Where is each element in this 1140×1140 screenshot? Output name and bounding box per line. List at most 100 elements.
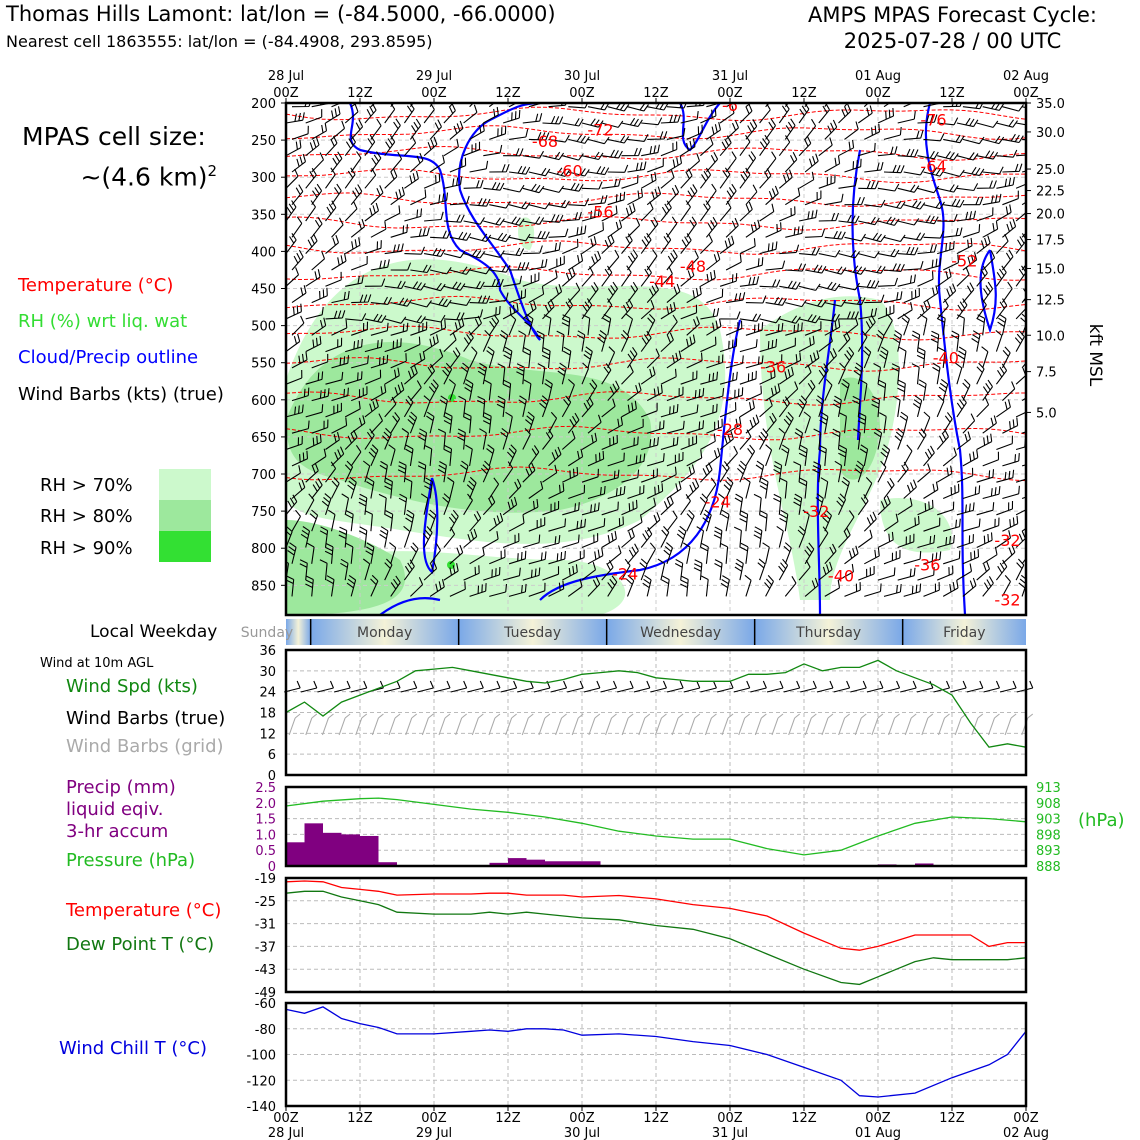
xsec-wind-barb-833 (976, 433, 993, 450)
xsec-ytick-label-3: 350 (251, 208, 276, 223)
xsec-wind-barb-1152 (528, 582, 546, 597)
xsec-ytick-label-11: 750 (251, 505, 276, 520)
xsec-wind-barb-692 (448, 378, 456, 401)
xsec-wind-barb-965 (581, 502, 600, 516)
xsec-wind-barb-183 (903, 167, 926, 176)
xsec-wind-barb-1099 (982, 546, 998, 565)
weekday-band-4 (754, 619, 903, 645)
xsec-wind-barb-1158 (642, 574, 652, 597)
cell-size-sup: 2 (207, 162, 217, 180)
grid-barb-7 (405, 713, 418, 736)
xsec-wind-barb-228 (291, 184, 304, 206)
xsec-wind-barb-624 (607, 346, 616, 369)
xsec-wind-barb-29 (863, 103, 870, 108)
xsec-wind-barb-162 (489, 164, 510, 173)
xsec-wind-barb-114 (286, 139, 302, 157)
xsec-wind-barb-1052 (797, 525, 806, 548)
xsec-wind-barb-994 (405, 509, 415, 532)
xsec-rtick-label-4: 20.0 (1036, 208, 1065, 223)
cross-section-axes: 200 250 300 350 400 450 500 550 600 650 700 750 800 8… (251, 69, 1105, 617)
xsec-wind-barb-929 (627, 485, 645, 500)
xsec-wind-barb-512 (640, 299, 655, 320)
xsec-wind-barb-216 (798, 171, 815, 189)
xsec-wind-barb-462 (410, 300, 432, 308)
xsec-wind-barb-169 (627, 161, 647, 173)
xsec-wind-barb-54 (601, 120, 624, 128)
xsec-wind-barb-1013 (779, 509, 789, 532)
forecast-cycle-line2: 2025-07-28 / 00 UTC (843, 29, 1062, 53)
xsec-wind-barb-941 (863, 477, 873, 499)
bottom-time-label-1: 12Z (347, 1111, 373, 1126)
temp-contour-label-7: -48 (680, 257, 706, 276)
xsec-wind-barb-108 (923, 133, 945, 142)
xsec-rtick-label-1: 30.0 (1036, 126, 1065, 141)
xsec-wind-barb-993 (384, 510, 394, 532)
xsec-wind-barb-255 (824, 193, 844, 206)
xsec-wind-barb-68 (877, 107, 895, 124)
xsec-wind-barb-124 (483, 144, 503, 157)
xsec-wind-barb-309 (390, 224, 408, 238)
xsec-wind-barb-651 (384, 367, 400, 385)
xsec-wind-barb-790 (878, 412, 887, 434)
xsec-wind-barb-942 (883, 477, 895, 499)
wind-ytick-label-4: 24 (259, 686, 276, 701)
xsec-wind-barb-55 (621, 117, 643, 128)
xsec-wind-barb-752 (871, 395, 881, 417)
xsec-wind-barb-978 (836, 493, 847, 516)
xsec-wind-barb-149 (976, 150, 999, 160)
xsec-wind-barb-156 (370, 151, 382, 173)
xsec-wind-barb-1023 (982, 517, 1000, 532)
xsec-wind-barb-735 (539, 395, 549, 418)
xsec-wind-barb-988 (291, 509, 301, 532)
xsec-wind-barb-333 (864, 232, 886, 243)
xsec-wind-barb-1144 (370, 574, 379, 597)
xsec-wind-barb-987 (1015, 509, 1026, 516)
grid-barb-22 (654, 713, 667, 736)
xsec-wind-barb-830 (917, 428, 927, 450)
xsec-wind-barb-643 (981, 346, 989, 369)
xsec-wind-barb-1115 (542, 566, 560, 581)
xsec-wind-barb-476 (686, 286, 702, 304)
xsec-wind-barb-1131 (858, 566, 875, 581)
xsec-wind-barb-546 (561, 314, 571, 336)
xsec-wind-barb-557 (785, 322, 803, 336)
xsec-wind-barb-304 (291, 216, 303, 238)
xsec-wind-barb-103 (824, 119, 838, 140)
xsec-wind-barb-534 (331, 319, 348, 336)
xsec-wind-barb-17 (627, 103, 649, 112)
xsec-wind-barb-757 (976, 397, 990, 418)
xsec-rtick-label-3: 22.5 (1036, 185, 1065, 200)
xsec-wind-barb-50 (522, 113, 543, 124)
xsec-wind-barb-960 (482, 494, 496, 516)
bottom-date-label-6: 31 Jul (712, 1126, 748, 1140)
true-barb-7 (400, 680, 418, 693)
xsec-wind-barb-1108 (403, 559, 415, 581)
xsec-wind-barb-51 (542, 115, 564, 125)
xsec-wind-barb-693 (464, 379, 474, 401)
xsec-wind-barb-444 (798, 283, 821, 291)
xsec-wind-barb-495 (305, 306, 324, 320)
xsec-wind-barb-763 (350, 415, 366, 434)
xsec-wind-barb-729 (423, 395, 431, 418)
xsec-wind-barb-815 (621, 436, 639, 451)
xsec-wind-barb-947 (982, 486, 1001, 500)
xsec-wind-barb-166 (568, 168, 590, 177)
xsec-wind-barb-715 (897, 379, 906, 401)
xsec-rtick-label-8: 10.0 (1036, 329, 1065, 344)
xsec-wind-barb-479 (745, 295, 767, 304)
xsec-wind-barb-289 (739, 201, 753, 222)
xsec-wind-barb-262 (962, 197, 984, 206)
xsec-wind-barb-524 (877, 304, 895, 320)
xsec-wind-barb-575 (384, 338, 402, 353)
xsec-wind-barb-895 (699, 462, 713, 483)
cloud-outline-8 (379, 597, 441, 615)
xsec-wind-barb-84 (449, 120, 464, 140)
temp-contour-label-12: -24 (705, 492, 731, 511)
xsec-wind-barb-234 (410, 189, 427, 206)
xsec-wind-barb-483 (824, 299, 847, 307)
xsec-wind-barb-759 (1015, 411, 1026, 418)
xsec-wind-barb-820 (719, 431, 734, 450)
xsec-wind-barb-725 (344, 400, 361, 418)
xsec-ytick-label-6: 500 (251, 320, 276, 335)
xsec-wind-barb-119 (384, 135, 396, 157)
